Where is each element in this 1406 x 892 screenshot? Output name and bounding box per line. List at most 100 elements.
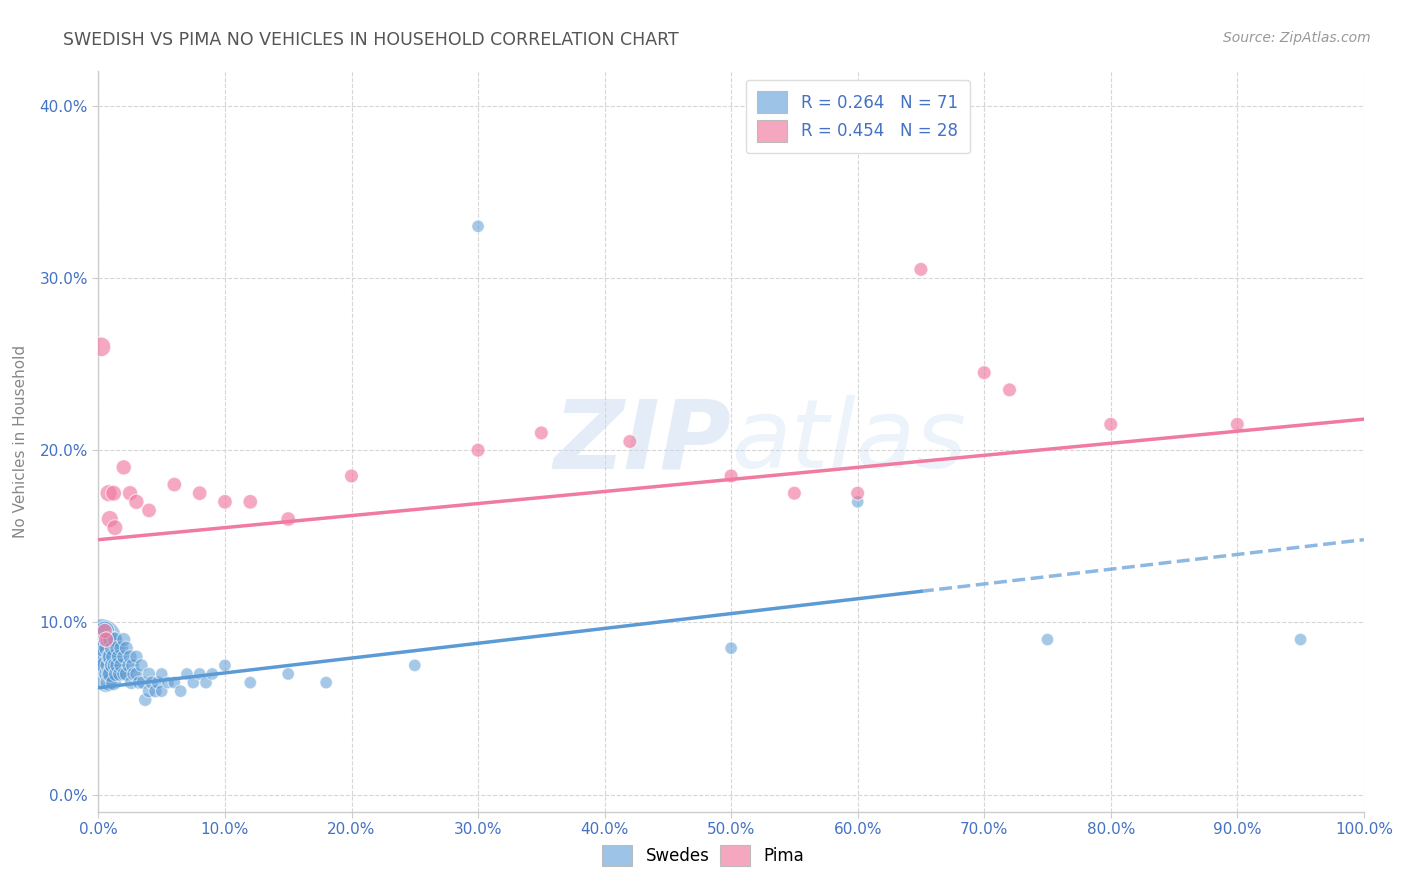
Text: Source: ZipAtlas.com: Source: ZipAtlas.com <box>1223 31 1371 45</box>
Point <box>100 649 122 664</box>
Point <box>103 486 125 500</box>
Point <box>163 675 186 690</box>
Point <box>910 262 932 277</box>
Point <box>120 486 141 500</box>
Point <box>98 667 121 681</box>
Point <box>277 667 299 681</box>
Point <box>107 649 129 664</box>
Point <box>720 469 742 483</box>
Point <box>120 675 142 690</box>
Point <box>194 675 218 690</box>
Point <box>101 658 124 673</box>
Point <box>214 495 236 509</box>
Point <box>619 434 641 449</box>
Point <box>120 649 141 664</box>
Point <box>1036 632 1059 647</box>
Point <box>97 675 120 690</box>
Point <box>91 658 114 673</box>
Point <box>157 675 180 690</box>
Point <box>105 667 128 681</box>
Point <box>93 624 117 638</box>
Point <box>846 486 869 500</box>
Point <box>98 649 121 664</box>
Point <box>94 632 117 647</box>
Y-axis label: No Vehicles in Household: No Vehicles in Household <box>14 345 28 538</box>
Point <box>125 667 148 681</box>
Point <box>128 675 150 690</box>
Point <box>94 658 117 673</box>
Point <box>112 460 135 475</box>
Point <box>108 667 131 681</box>
Point <box>107 641 129 656</box>
Point <box>112 632 135 647</box>
Point <box>115 641 138 656</box>
Legend: Swedes, Pima: Swedes, Pima <box>596 838 810 873</box>
Point <box>150 684 173 698</box>
Point <box>125 495 148 509</box>
Point <box>973 366 995 380</box>
Point <box>122 667 145 681</box>
Point <box>101 641 124 656</box>
Text: ZIP: ZIP <box>553 395 731 488</box>
Point <box>98 512 121 526</box>
Point <box>277 512 299 526</box>
Point <box>1226 417 1249 432</box>
Point <box>783 486 806 500</box>
Text: atlas: atlas <box>731 395 966 488</box>
Point <box>112 667 135 681</box>
Point <box>138 503 160 517</box>
Point <box>112 649 135 664</box>
Point <box>146 675 169 690</box>
Point <box>103 675 125 690</box>
Point <box>183 675 205 690</box>
Point <box>846 495 869 509</box>
Text: SWEDISH VS PIMA NO VEHICLES IN HOUSEHOLD CORRELATION CHART: SWEDISH VS PIMA NO VEHICLES IN HOUSEHOLD… <box>63 31 679 49</box>
Point <box>998 383 1021 397</box>
Point <box>1099 417 1122 432</box>
Point <box>94 675 117 690</box>
Point <box>115 667 138 681</box>
Point <box>121 658 143 673</box>
Point <box>188 667 211 681</box>
Point <box>134 693 156 707</box>
Point <box>103 649 125 664</box>
Point <box>100 632 122 647</box>
Point <box>90 340 112 354</box>
Point <box>93 649 115 664</box>
Point <box>239 675 262 690</box>
Point <box>125 649 148 664</box>
Point <box>97 632 120 647</box>
Point <box>145 684 166 698</box>
Point <box>118 658 141 673</box>
Point <box>131 658 153 673</box>
Point <box>150 667 173 681</box>
Point <box>188 486 211 500</box>
Point <box>201 667 224 681</box>
Point <box>93 641 117 656</box>
Point <box>93 624 117 638</box>
Point <box>96 667 118 681</box>
Point <box>97 486 120 500</box>
Point <box>720 641 742 656</box>
Point <box>176 667 198 681</box>
Point <box>138 667 160 681</box>
Point <box>467 219 489 234</box>
Point <box>340 469 363 483</box>
Point <box>214 658 236 673</box>
Point <box>141 675 163 690</box>
Point <box>163 477 186 491</box>
Point <box>467 443 489 458</box>
Point <box>90 632 112 647</box>
Point <box>100 667 122 681</box>
Legend: R = 0.264   N = 71, R = 0.454   N = 28: R = 0.264 N = 71, R = 0.454 N = 28 <box>745 79 970 153</box>
Point <box>107 658 129 673</box>
Point <box>110 658 132 673</box>
Point <box>132 675 155 690</box>
Point <box>110 641 132 656</box>
Point <box>1289 632 1312 647</box>
Point <box>169 684 191 698</box>
Point <box>239 495 262 509</box>
Point <box>138 684 160 698</box>
Point <box>404 658 426 673</box>
Point <box>104 521 127 535</box>
